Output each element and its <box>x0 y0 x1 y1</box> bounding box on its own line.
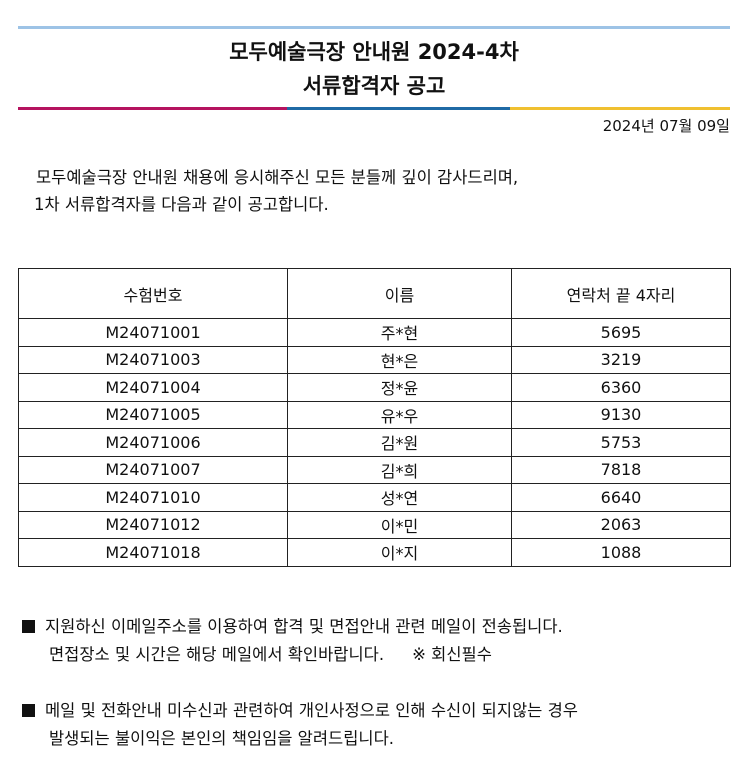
intro-line-2: 1차 서류합격자를 다음과 같이 공고합니다. <box>34 195 329 214</box>
passers-table: 수험번호 이름 연락처 끝 4자리 M24071001 주*현 5695 M24071… <box>18 268 731 567</box>
table-header: 수험번호 이름 연락처 끝 4자리 <box>18 268 731 319</box>
cell-name: 이*민 <box>287 510 512 539</box>
bullet-square-icon <box>22 704 35 717</box>
divider-blue <box>287 107 510 110</box>
announcement-date: 2024년 07월 09일 <box>602 117 730 135</box>
cell-phone-last4: 6640 <box>511 483 731 512</box>
note-1: 지원하신 이메일주소를 이용하여 합격 및 면접안내 관련 메일이 전송됩니다.… <box>22 613 563 669</box>
table-row: M24071018 이*지 1088 <box>18 538 731 567</box>
cell-exam-number: M24071007 <box>18 455 288 484</box>
cell-name: 현*은 <box>287 345 512 374</box>
note-2: 메일 및 전화안내 미수신과 관련하여 개인사정으로 인해 수신이 되지않는 경… <box>22 697 578 753</box>
note-2-line-2: 발생되는 불이익은 본인의 책임임을 알려드립니다. <box>49 729 395 748</box>
table-row: M24071005 유*우 9130 <box>18 400 731 429</box>
bullet-square-icon <box>22 620 35 633</box>
cell-phone-last4: 1088 <box>511 538 731 567</box>
note-1-line-2: 면접장소 및 시간은 해당 메일에서 확인바랍니다. <box>49 645 385 664</box>
cell-exam-number: M24071001 <box>18 318 288 347</box>
cell-exam-number: M24071003 <box>18 345 288 374</box>
reply-required: ※ 회신필수 <box>412 645 492 664</box>
note-2-line-1: 메일 및 전화안내 미수신과 관련하여 개인사정으로 인해 수신이 되지않는 경… <box>45 701 578 720</box>
cell-name: 주*현 <box>287 318 512 347</box>
cell-exam-number: M24071010 <box>18 483 288 512</box>
cell-name: 정*윤 <box>287 373 512 402</box>
page-subtitle: 서류합격자 공고 <box>302 74 446 98</box>
table-row: M24071012 이*민 2063 <box>18 510 731 539</box>
cell-phone-last4: 5695 <box>511 318 731 347</box>
cell-exam-number: M24071018 <box>18 538 288 567</box>
cell-exam-number: M24071004 <box>18 373 288 402</box>
divider-magenta <box>18 107 287 110</box>
cell-exam-number: M24071012 <box>18 510 288 539</box>
header-phone-last4: 연락처 끝 4자리 <box>511 268 731 319</box>
table-row: M24071003 현*은 3219 <box>18 345 731 374</box>
cell-phone-last4: 7818 <box>511 455 731 484</box>
divider-yellow <box>510 107 730 110</box>
cell-name: 유*우 <box>287 400 512 429</box>
top-divider <box>18 26 730 29</box>
table-row: M24071001 주*현 5695 <box>18 318 731 347</box>
header-exam-number: 수험번호 <box>18 268 288 319</box>
cell-phone-last4: 5753 <box>511 428 731 457</box>
cell-exam-number: M24071005 <box>18 400 288 429</box>
table-row: M24071007 김*희 7818 <box>18 455 731 484</box>
cell-phone-last4: 3219 <box>511 345 731 374</box>
cell-phone-last4: 9130 <box>511 400 731 429</box>
cell-phone-last4: 6360 <box>511 373 731 402</box>
header-name: 이름 <box>287 268 512 319</box>
table-row: M24071006 김*원 5753 <box>18 428 731 457</box>
intro-line-1: 모두예술극장 안내원 채용에 응시해주신 모든 분들께 깊이 감사드리며, <box>36 168 519 187</box>
note-1-line-1: 지원하신 이메일주소를 이용하여 합격 및 면접안내 관련 메일이 전송됩니다. <box>45 617 563 636</box>
cell-exam-number: M24071006 <box>18 428 288 457</box>
cell-name: 김*희 <box>287 455 512 484</box>
table-row: M24071004 정*윤 6360 <box>18 373 731 402</box>
table-row: M24071010 성*연 6640 <box>18 483 731 512</box>
cell-name: 이*지 <box>287 538 512 567</box>
cell-name: 성*연 <box>287 483 512 512</box>
cell-name: 김*원 <box>287 428 512 457</box>
page-title: 모두예술극장 안내원 2024-4차 <box>229 40 519 64</box>
cell-phone-last4: 2063 <box>511 510 731 539</box>
